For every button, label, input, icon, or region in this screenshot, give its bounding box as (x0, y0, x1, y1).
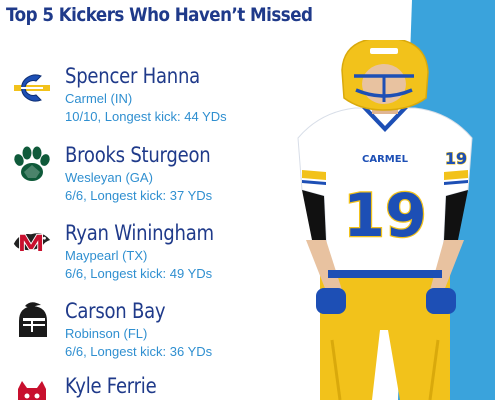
kicker-school: Maypearl (TX) (65, 248, 148, 263)
kicker-name: Kyle Ferrie (65, 374, 157, 398)
kicker-name: Spencer Hanna (65, 64, 200, 88)
kicker-name: Ryan Winingham (65, 221, 214, 245)
kicker-stats: 6/6, Longest kick: 37 YDs (65, 188, 213, 203)
kicker-school: Wesleyan (GA) (65, 170, 153, 185)
carmel-c-logo-icon (10, 68, 54, 108)
kicker-stats: 6/6, Longest kick: 36 YDs (65, 344, 213, 359)
jersey-team-text: CARMEL (362, 154, 409, 165)
sleeve-number: 19 (445, 149, 467, 168)
wildcat-logo-icon (10, 374, 54, 400)
kicker-name: Carson Bay (65, 299, 166, 323)
kicker-stats: 10/10, Longest kick: 44 YDs (65, 109, 227, 124)
knight-helmet-logo-icon (10, 301, 54, 341)
football-player-figure: CARMEL 19 19 (297, 37, 473, 400)
jersey-number: 19 (343, 181, 427, 251)
page-title: Top 5 Kickers Who Haven’t Missed (6, 4, 313, 26)
player-photo: CARMEL 19 19 (280, 37, 490, 400)
panther-m-logo-icon (10, 221, 54, 261)
kicker-name: Brooks Sturgeon (65, 143, 211, 167)
kicker-list: Spencer Hanna Carmel (IN) 10/10, Longest… (10, 64, 227, 400)
kicker-school: Carmel (IN) (65, 91, 133, 106)
kicker-stats: 6/6, Longest kick: 49 YDs (65, 266, 213, 281)
paw-print-logo-icon (10, 145, 54, 185)
kicker-school: Robinson (FL) (65, 326, 148, 341)
